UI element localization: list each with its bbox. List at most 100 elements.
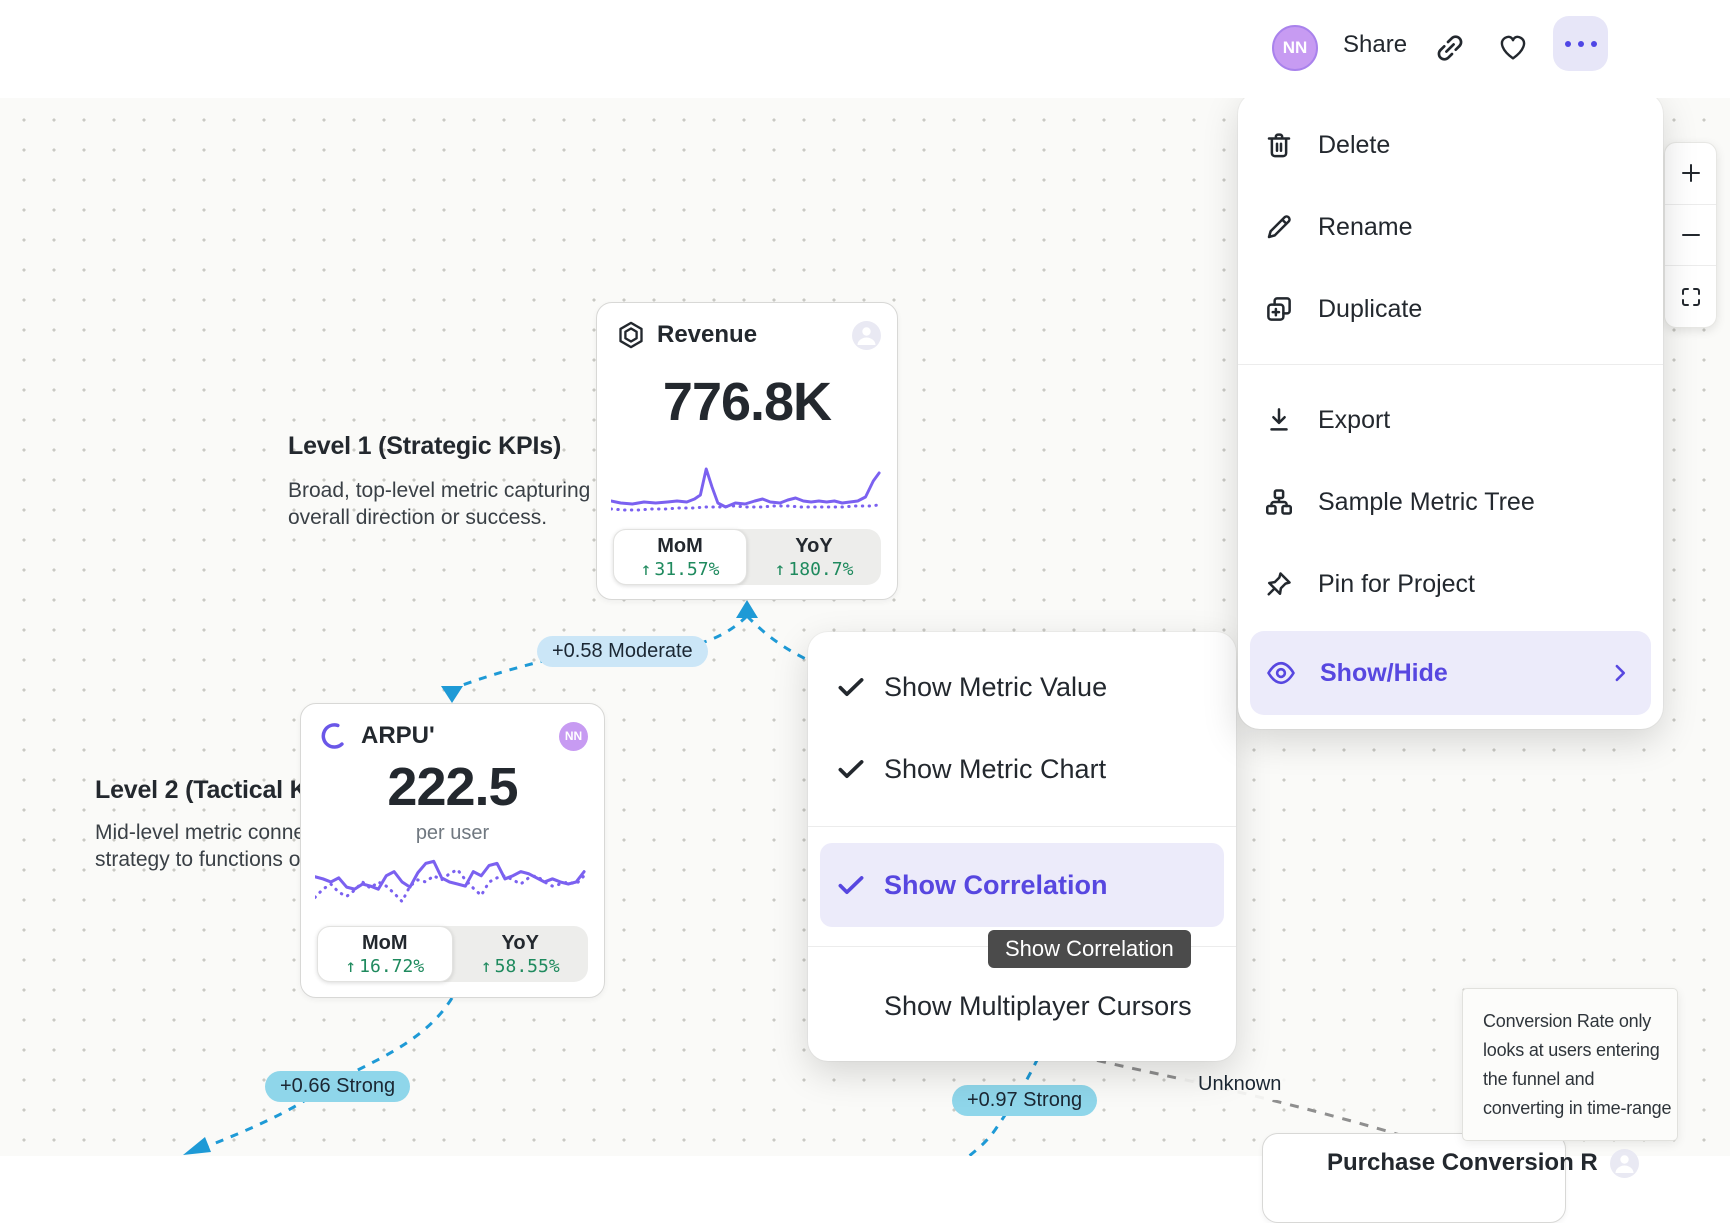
mom-toggle[interactable]: MoM ↑ 16.72% — [317, 926, 453, 982]
level2-description-line2: strategy to functions or doma — [95, 848, 366, 871]
submenu-item-label: Show Multiplayer Cursors — [884, 990, 1192, 1021]
menu-item-delete[interactable]: Delete — [1238, 104, 1663, 186]
yoy-value: 58.55% — [494, 955, 560, 977]
plus-icon — [1681, 164, 1700, 183]
note-line4: converting in time-range — [1483, 1098, 1672, 1118]
note-line3: the funnel and — [1483, 1069, 1595, 1089]
note-line2: looks at users entering — [1483, 1040, 1660, 1060]
menu-item-duplicate[interactable]: Duplicate — [1238, 268, 1663, 350]
yoy-label: YoY — [795, 534, 833, 557]
mom-toggle[interactable]: MoM ↑ 31.57% — [613, 529, 747, 585]
menu-item-label: Export — [1318, 405, 1391, 434]
level2-annotation: Level 2 (Tactical KPIs) Mid-level metric… — [95, 776, 366, 873]
eye-icon — [1267, 661, 1295, 685]
chevron-right-icon — [1615, 664, 1626, 682]
metric-unit: per user — [415, 822, 490, 844]
pencil-icon — [1267, 215, 1291, 239]
share-button[interactable]: Share — [1343, 31, 1408, 58]
menu-item-label: Duplicate — [1318, 294, 1423, 323]
yoy-value: 180.7% — [788, 558, 854, 580]
divider — [1665, 265, 1716, 267]
check-icon — [838, 678, 864, 697]
pin-icon — [1267, 572, 1291, 596]
menu-item-label: Sample Metric Tree — [1318, 487, 1535, 516]
metric-card-purchase-conversion[interactable]: Purchase Conversion R — [1262, 1133, 1639, 1223]
up-arrow-icon: ↑ — [345, 955, 357, 977]
submenu-item-label: Show Metric Value — [884, 671, 1108, 702]
dot — [1577, 40, 1584, 47]
collaborator-avatar: NN — [559, 721, 588, 751]
metric-tree-icon — [1265, 489, 1293, 515]
card-title: Purchase Conversion R — [1327, 1149, 1598, 1176]
link-icon — [1437, 35, 1463, 61]
level1-annotation: Level 1 (Strategic KPIs) Broad, top-leve… — [288, 432, 590, 531]
submenu-divider — [808, 826, 1236, 827]
heart-icon — [1500, 35, 1526, 60]
check-icon — [838, 760, 864, 779]
correlation-badge-moderate[interactable]: +0.58 Moderate — [537, 636, 708, 667]
menu-divider — [1238, 364, 1663, 365]
more-options-button[interactable] — [1553, 16, 1608, 71]
correlation-badge-strong-2[interactable]: +0.97 Strong — [952, 1085, 1098, 1116]
revenue-sparkline — [611, 467, 881, 512]
yoy-label: YoY — [501, 931, 539, 954]
submenu-item-label: Show Metric Chart — [884, 753, 1107, 784]
menu-item-label: Rename — [1318, 212, 1413, 241]
yoy-toggle[interactable]: YoY ↑ 180.7% — [747, 529, 881, 585]
period-toggle: MoM ↑ 16.72% YoY ↑ 58.55% — [317, 926, 588, 982]
fit-screen-icon — [1681, 287, 1700, 306]
mom-label: MoM — [361, 931, 408, 954]
note-line1: Conversion Rate only — [1483, 1011, 1652, 1031]
canvas-note[interactable]: Conversion Rate only looks at users ente… — [1462, 988, 1678, 1141]
level1-description-line1: Broad, top-level metric capturing — [288, 479, 591, 502]
submenu-item-show-correlation[interactable]: Show Correlation — [820, 843, 1224, 927]
card-title: ARPU' — [361, 722, 435, 749]
download-icon — [1270, 408, 1288, 431]
dot — [1564, 40, 1571, 47]
owner-avatar-icon — [1609, 1148, 1639, 1178]
zoom-in-button[interactable] — [1665, 143, 1716, 204]
menu-item-pin-for-project[interactable]: Pin for Project — [1238, 543, 1663, 625]
correlation-badge-unknown[interactable]: Unknown — [1183, 1069, 1297, 1100]
level1-description-line2: overall direction or success. — [288, 506, 548, 529]
zoom-to-fit-button[interactable] — [1665, 266, 1716, 327]
metric-value: 222.5 — [387, 757, 518, 817]
check-icon — [838, 876, 864, 895]
arpu-sparkline — [315, 859, 586, 905]
dot — [1590, 40, 1597, 47]
show-hide-submenu: Show Metric Value Show Metric Chart Show… — [808, 632, 1236, 1061]
card-title: Revenue — [657, 321, 758, 348]
metric-card-arpu[interactable]: ARPU' NN 222.5 per user MoM ↑ 16.72% YoY … — [300, 703, 605, 998]
metric-card-revenue[interactable]: Revenue 776.8K MoM ↑ 31.57% YoY ↑ 180.7% — [596, 302, 898, 600]
correlation-badge-strong-1[interactable]: +0.66 Strong — [265, 1071, 411, 1102]
submenu-item-show-multiplayer-cursors[interactable]: Show Multiplayer Cursors — [808, 965, 1236, 1047]
zoom-out-button[interactable] — [1665, 205, 1716, 266]
owner-avatar-icon — [852, 320, 881, 350]
hover-tooltip: Show Correlation — [988, 930, 1191, 968]
divider — [1665, 203, 1716, 205]
trash-icon — [1267, 133, 1291, 158]
menu-item-sample-metric-tree[interactable]: Sample Metric Tree — [1238, 461, 1663, 543]
period-toggle: MoM ↑ 31.57% YoY ↑ 180.7% — [613, 529, 881, 585]
top-toolbar: NN Share — [0, 0, 1730, 98]
submenu-item-label: Show Correlation — [884, 869, 1108, 900]
yoy-toggle[interactable]: YoY ↑ 58.55% — [453, 926, 589, 982]
favorite-button[interactable] — [1493, 27, 1533, 67]
submenu-item-show-metric-value[interactable]: Show Metric Value — [808, 646, 1236, 728]
mom-value: 31.57% — [654, 558, 720, 580]
menu-item-label: Delete — [1318, 130, 1391, 159]
level2-description-line1: Mid-level metric connecting — [95, 821, 350, 844]
menu-item-rename[interactable]: Rename — [1238, 186, 1663, 268]
hexagon-metric-icon — [619, 321, 643, 349]
level1-heading: Level 1 (Strategic KPIs) — [288, 432, 562, 460]
minus-icon — [1681, 234, 1700, 236]
menu-item-label: Show/Hide — [1320, 658, 1448, 687]
mom-label: MoM — [657, 534, 703, 557]
copy-link-button[interactable] — [1430, 28, 1470, 68]
duplicate-icon — [1267, 297, 1291, 321]
submenu-item-show-metric-chart[interactable]: Show Metric Chart — [808, 728, 1236, 810]
up-arrow-icon: ↑ — [774, 558, 786, 580]
menu-item-show-hide[interactable]: Show/Hide — [1250, 631, 1651, 715]
menu-item-export[interactable]: Export — [1238, 379, 1663, 461]
user-avatar[interactable]: NN — [1272, 25, 1318, 71]
